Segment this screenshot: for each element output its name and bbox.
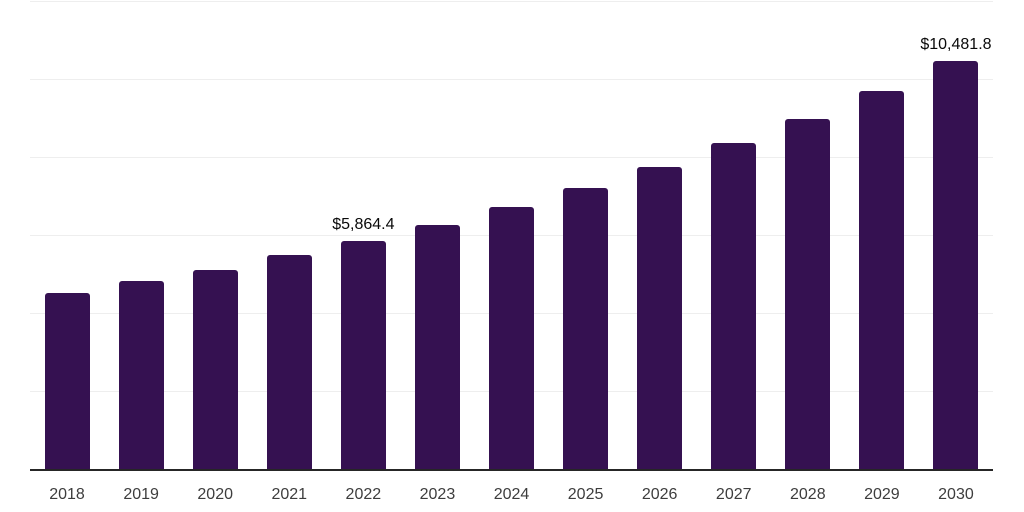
bar-2028 — [785, 119, 831, 470]
bar-2023 — [414, 225, 460, 470]
x-tick-2026: 2026 — [641, 486, 678, 503]
bar-2026 — [637, 167, 683, 470]
x-tick-2021: 2021 — [271, 486, 308, 503]
bar-2025 — [563, 188, 609, 470]
x-axis-labels: 2018 2019 2020 2021 2022 2023 2024 2025 2026 2027… — [30, 486, 993, 506]
bar-2018 — [44, 293, 90, 470]
bar-2020 — [192, 269, 238, 470]
x-tick-2020: 2020 — [197, 486, 233, 503]
bar-2030 — [933, 61, 979, 470]
bar-2024 — [489, 206, 534, 470]
plot-area: $5,864.4 $10,481.8 — [30, 1, 993, 470]
bar-2029 — [859, 90, 905, 470]
x-tick-2024: 2024 — [493, 486, 530, 503]
x-tick-2019: 2019 — [123, 486, 159, 503]
data-label-2030: $10,481.8 — [920, 36, 992, 54]
gridline-10000 — [30, 79, 993, 80]
x-tick-2023: 2023 — [419, 486, 456, 503]
bar-2021 — [266, 255, 312, 470]
x-tick-2025: 2025 — [567, 486, 604, 503]
x-tick-2018: 2018 — [49, 486, 85, 503]
gridline-12000 — [30, 1, 993, 2]
bar-2022 — [340, 241, 386, 470]
x-axis-line — [30, 469, 993, 471]
bar-2027 — [711, 143, 757, 470]
data-label-2022: $5,864.4 — [332, 216, 395, 234]
x-tick-2029: 2029 — [864, 486, 900, 503]
x-tick-2030: 2030 — [938, 486, 974, 503]
x-tick-2027: 2027 — [715, 486, 752, 503]
bar-2019 — [118, 280, 164, 470]
x-tick-2028: 2028 — [790, 486, 826, 503]
gridline-8000 — [30, 157, 993, 158]
x-tick-2022: 2022 — [345, 486, 382, 503]
